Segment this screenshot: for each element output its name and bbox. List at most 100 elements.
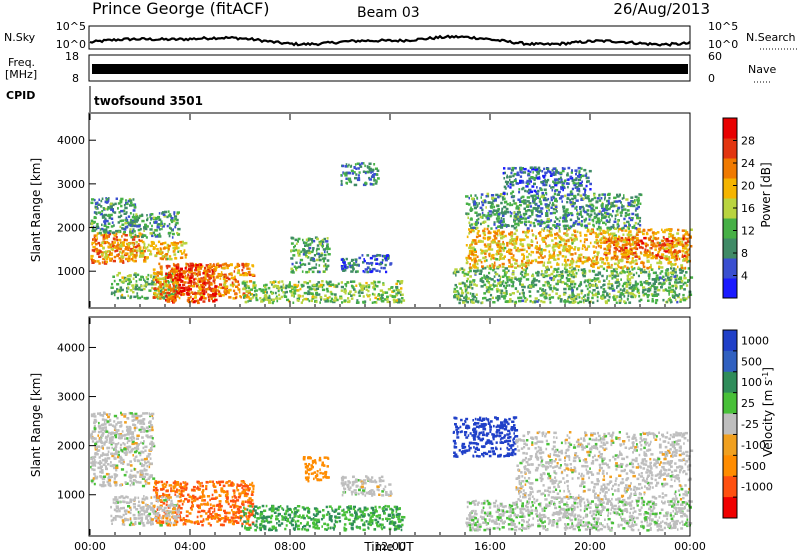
heatmap-cell <box>180 293 182 297</box>
heatmap-cell <box>226 266 229 270</box>
heatmap-cell <box>185 262 189 266</box>
heatmap-cell <box>242 292 246 295</box>
heatmap-cell <box>113 234 117 237</box>
heatmap-cell <box>528 220 530 223</box>
heatmap-cell <box>526 243 530 247</box>
heatmap-cell <box>157 250 161 253</box>
heatmap-cell <box>521 285 525 288</box>
heatmap-cell <box>462 299 466 303</box>
heatmap-cell <box>577 301 580 305</box>
heatmap-cell <box>247 270 251 274</box>
heatmap-cell <box>667 273 670 276</box>
heatmap-cell <box>187 281 190 284</box>
heatmap-cell <box>652 234 655 237</box>
heatmap-cell <box>579 207 581 210</box>
heatmap-cell <box>668 291 670 294</box>
heatmap-cell <box>329 290 333 294</box>
heatmap-cell <box>527 216 530 219</box>
heatmap-cell <box>539 197 541 201</box>
heatmap-cell <box>369 270 373 274</box>
heatmap-cell <box>609 227 612 230</box>
heatmap-cell <box>178 269 181 273</box>
heatmap-cell <box>252 282 255 286</box>
heatmap-cell <box>679 287 682 290</box>
heatmap-cell <box>591 296 594 300</box>
heatmap-cell <box>465 256 469 260</box>
heatmap-cell <box>561 255 565 258</box>
heatmap-cell <box>534 246 538 250</box>
heatmap-cell <box>612 256 616 259</box>
heatmap-cell <box>147 243 150 247</box>
heatmap-cell <box>382 266 386 270</box>
heatmap-cell <box>597 234 600 237</box>
heatmap-cell <box>174 270 178 273</box>
heatmap-cell <box>202 286 206 289</box>
heatmap-cell <box>153 283 157 286</box>
heatmap-cell <box>396 289 400 292</box>
heatmap-cell <box>181 283 186 287</box>
heatmap-cell <box>622 238 625 241</box>
heatmap-cell <box>590 264 593 267</box>
heatmap-cell <box>366 293 368 297</box>
heatmap-cell <box>577 193 580 196</box>
heatmap-cell <box>578 170 581 173</box>
heatmap-cell <box>657 254 660 257</box>
heatmap-cell <box>637 202 640 205</box>
heatmap-cell <box>315 300 318 304</box>
heatmap-cell <box>319 283 323 287</box>
heatmap-cell <box>645 243 649 247</box>
heatmap-cell <box>163 282 167 285</box>
heatmap-cell <box>681 253 684 257</box>
heatmap-cell <box>531 279 534 283</box>
heatmap-cell <box>635 282 639 286</box>
heatmap-cell <box>590 284 594 287</box>
heatmap-cell <box>615 267 619 271</box>
heatmap-cell <box>614 217 617 221</box>
heatmap-cell <box>161 257 164 261</box>
heatmap-cell <box>158 296 162 299</box>
heatmap-cell <box>647 283 650 286</box>
heatmap-cell <box>564 210 568 213</box>
heatmap-cell <box>531 301 534 304</box>
heatmap-cell <box>515 287 517 290</box>
heatmap-cell <box>174 247 178 250</box>
heatmap-cell <box>526 227 530 230</box>
heatmap-cell <box>186 276 189 279</box>
heatmap-cell <box>121 219 125 222</box>
heatmap-cell <box>616 226 619 229</box>
heatmap-cell <box>617 242 620 245</box>
heatmap-cell <box>132 213 135 216</box>
heatmap-cell <box>504 234 507 238</box>
heatmap-cell <box>155 217 158 220</box>
heatmap-cell <box>620 252 623 255</box>
heatmap-cell <box>145 236 148 239</box>
heatmap-cell <box>593 196 597 200</box>
heatmap-cell <box>585 259 589 263</box>
heatmap-cell <box>324 294 327 297</box>
heatmap-cell <box>390 286 393 289</box>
heatmap-cell <box>475 219 479 222</box>
nsky-tick-top: 10^5 <box>56 20 86 33</box>
heatmap-cell <box>627 236 630 239</box>
heatmap-cell <box>134 235 138 238</box>
heatmap-cell <box>169 276 173 279</box>
heatmap-cell <box>628 292 632 295</box>
heatmap-cell <box>169 283 171 287</box>
heatmap-cell <box>639 268 643 271</box>
heatmap-cell <box>631 226 636 229</box>
heatmap-cell <box>612 232 616 235</box>
heatmap-cell <box>111 221 114 224</box>
heatmap-cell <box>608 220 611 224</box>
heatmap-cell <box>548 220 551 223</box>
heatmap-cell <box>285 284 288 288</box>
heatmap-cell <box>223 262 227 266</box>
heatmap-cell <box>93 236 96 239</box>
heatmap-cell <box>373 287 376 291</box>
heatmap-cell <box>561 200 563 203</box>
heatmap-cell <box>647 299 650 302</box>
heatmap-cell <box>586 287 589 291</box>
heatmap-cell <box>631 200 634 203</box>
heatmap-cell <box>275 291 277 295</box>
heatmap-cell <box>373 293 376 296</box>
heatmap-cell <box>508 300 512 303</box>
